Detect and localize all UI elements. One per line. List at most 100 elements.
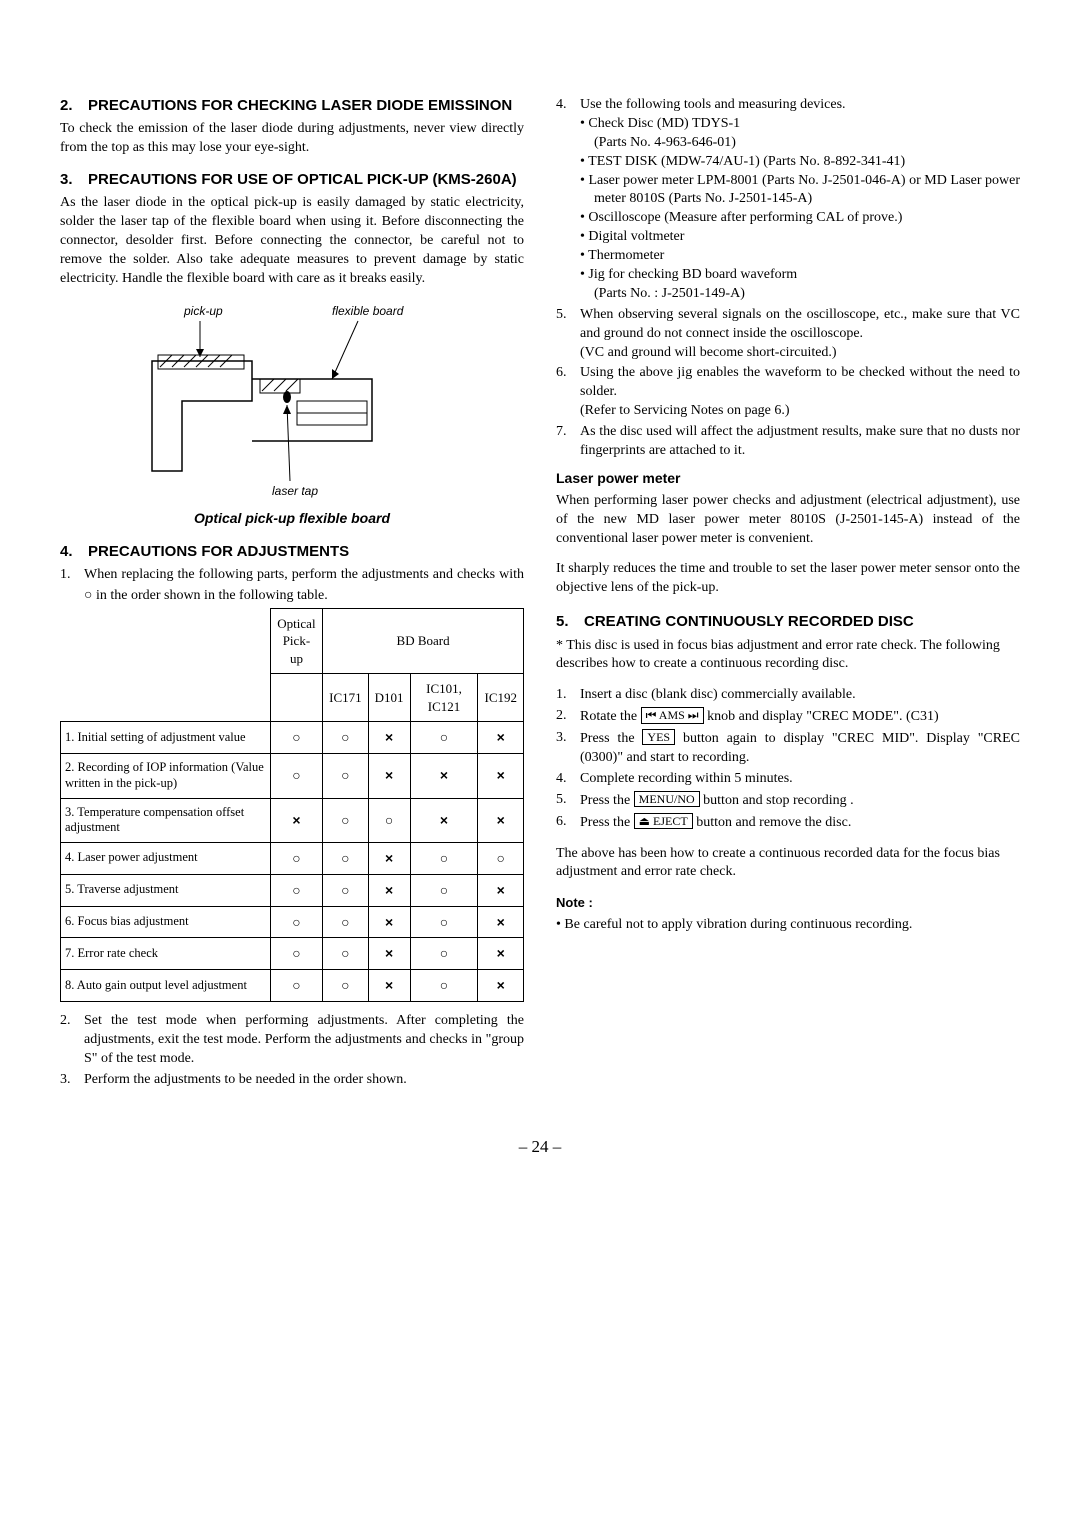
cross-mark-icon: × <box>478 906 524 938</box>
para-sec3: As the laser diode in the optical pick-u… <box>60 194 524 288</box>
list-item: Digital voltmeter <box>580 228 1020 247</box>
list-item: 5. When observing several signals on the… <box>556 306 1020 363</box>
cross-mark-icon: × <box>368 970 410 1002</box>
list-item: Jig for checking BD board waveform (Part… <box>580 266 1020 304</box>
col-ic101: IC101, IC121 <box>410 674 478 722</box>
cross-mark-icon: × <box>478 874 524 906</box>
col-pickup <box>270 674 322 722</box>
table-row: 5. Traverse adjustment○○×○× <box>61 874 524 906</box>
heading-number: 3. <box>60 170 88 190</box>
para-lpm-1: When performing laser power checks and a… <box>556 492 1020 549</box>
list-item: 3. Perform the adjustments to be needed … <box>60 1071 524 1090</box>
right-column: 4. Use the following tools and measuring… <box>556 96 1020 1092</box>
list-item: 4.Complete recording within 5 minutes. <box>556 770 1020 789</box>
list-item: 2.Rotate the ⏮ AMS ⏭ knob and display "C… <box>556 707 1020 727</box>
cross-mark-icon: × <box>368 906 410 938</box>
label-flexboard: flexible board <box>332 304 404 318</box>
row-label: 1. Initial setting of adjustment value <box>61 722 271 754</box>
row-label: 8. Auto gain output level adjustment <box>61 970 271 1002</box>
table-row: 1. Initial setting of adjustment value○○… <box>61 722 524 754</box>
item-number: 6. <box>556 364 580 421</box>
circle-mark-icon: ○ <box>323 722 369 754</box>
note-list: Be careful not to apply vibration during… <box>556 916 1020 935</box>
para-sec2: To check the emission of the laser diode… <box>60 120 524 158</box>
sec4-list: 1. When replacing the following parts, p… <box>60 566 524 606</box>
list-item: 7. As the disc used will affect the adju… <box>556 423 1020 461</box>
item-text: Using the above jig enables the waveform… <box>580 364 1020 421</box>
circle-mark-icon: ○ <box>270 722 322 754</box>
circle-mark-icon: ○ <box>410 842 478 874</box>
circle-mark-icon: ○ <box>410 906 478 938</box>
cross-mark-icon: × <box>368 842 410 874</box>
note-heading: Note : <box>556 894 1020 912</box>
row-label: 7. Error rate check <box>61 938 271 970</box>
item-text: When observing several signals on the os… <box>580 306 1020 363</box>
cross-mark-icon: × <box>478 754 524 798</box>
list-item: 5.Press the MENU/NO button and stop reco… <box>556 791 1020 811</box>
col-ic192: IC192 <box>478 674 524 722</box>
sec5-steps: 1.Insert a disc (blank disc) commerciall… <box>556 686 1020 832</box>
cross-mark-icon: × <box>478 938 524 970</box>
circle-mark-icon: ○ <box>323 938 369 970</box>
heading-number: 4. <box>60 542 88 562</box>
heading-sec3: 3. PRECAUTIONS FOR USE OF OPTICAL PICK-U… <box>60 170 524 190</box>
list-item: Check Disc (MD) TDYS-1 (Parts No. 4-963-… <box>580 115 1020 153</box>
table-row: 7. Error rate check○○×○× <box>61 938 524 970</box>
list-item: 6. Using the above jig enables the wavef… <box>556 364 1020 421</box>
item-number: 2. <box>60 1012 84 1069</box>
pickup-diagram: pick-up flexible board laser tap <box>122 301 462 501</box>
heading-sec5: 5. CREATING CONTINUOUSLY RECORDED DISC <box>556 612 1020 632</box>
circle-mark-icon: ○ <box>270 874 322 906</box>
circle-mark-icon: ○ <box>270 754 322 798</box>
adjustments-table: OpticalPick-up BD Board IC171 D101 IC101… <box>60 608 524 1003</box>
circle-mark-icon: ○ <box>323 798 369 842</box>
cross-mark-icon: × <box>368 754 410 798</box>
item-text: Set the test mode when performing adjust… <box>84 1012 524 1069</box>
list-item: 4. Use the following tools and measuring… <box>556 96 1020 304</box>
col-d101: D101 <box>368 674 410 722</box>
cross-mark-icon: × <box>368 722 410 754</box>
sec4-list-cont: 2. Set the test mode when performing adj… <box>60 1012 524 1090</box>
circle-mark-icon: ○ <box>323 906 369 938</box>
circle-mark-icon: ○ <box>323 842 369 874</box>
item-number: 1. <box>60 566 84 606</box>
table-row: 3. Temperature compensation offset adjus… <box>61 798 524 842</box>
col-ic171: IC171 <box>323 674 369 722</box>
col-bdboard: BD Board <box>323 608 524 674</box>
list-item: Thermometer <box>580 247 1020 266</box>
yes-button-icon: YES <box>642 729 675 745</box>
heading-text: PRECAUTIONS FOR ADJUSTMENTS <box>88 542 524 562</box>
cross-mark-icon: × <box>270 798 322 842</box>
heading-number: 2. <box>60 96 88 116</box>
sec4-right-list: 4. Use the following tools and measuring… <box>556 96 1020 461</box>
list-item: Be careful not to apply vibration during… <box>556 916 1020 935</box>
eject-button-icon: ⏏ EJECT <box>634 813 693 829</box>
list-item: 6.Press the ⏏ EJECT button and remove th… <box>556 813 1020 833</box>
cross-mark-icon: × <box>368 874 410 906</box>
table-row: 6. Focus bias adjustment○○×○× <box>61 906 524 938</box>
diagram-caption: Optical pick-up flexible board <box>60 509 524 528</box>
circle-mark-icon: ○ <box>410 970 478 1002</box>
heading-sec4: 4. PRECAUTIONS FOR ADJUSTMENTS <box>60 542 524 562</box>
para-sec5-star: * This disc is used in focus bias adjust… <box>556 637 1020 675</box>
circle-mark-icon: ○ <box>410 722 478 754</box>
circle-mark-icon: ○ <box>368 798 410 842</box>
ams-button-icon: ⏮ AMS ⏭ <box>641 707 704 723</box>
list-item: 1.Insert a disc (blank disc) commerciall… <box>556 686 1020 705</box>
row-label: 3. Temperature compensation offset adjus… <box>61 798 271 842</box>
page-number: – 24 – <box>60 1136 1020 1159</box>
item-text: Use the following tools and measuring de… <box>580 96 1020 304</box>
table-row: 4. Laser power adjustment○○×○○ <box>61 842 524 874</box>
circle-mark-icon: ○ <box>270 938 322 970</box>
circle-mark-icon: ○ <box>410 938 478 970</box>
heading-sec2: 2. PRECAUTIONS FOR CHECKING LASER DIODE … <box>60 96 524 116</box>
subhead-lpm: Laser power meter <box>556 469 1020 488</box>
label-pickup: pick-up <box>183 304 223 318</box>
label-lasertap: laser tap <box>272 484 318 498</box>
cross-mark-icon: × <box>410 798 478 842</box>
cross-mark-icon: × <box>368 938 410 970</box>
page-columns: 2. PRECAUTIONS FOR CHECKING LASER DIODE … <box>60 96 1020 1092</box>
circle-mark-icon: ○ <box>323 970 369 1002</box>
cross-mark-icon: × <box>410 754 478 798</box>
circle-mark-icon: ○ <box>478 842 524 874</box>
